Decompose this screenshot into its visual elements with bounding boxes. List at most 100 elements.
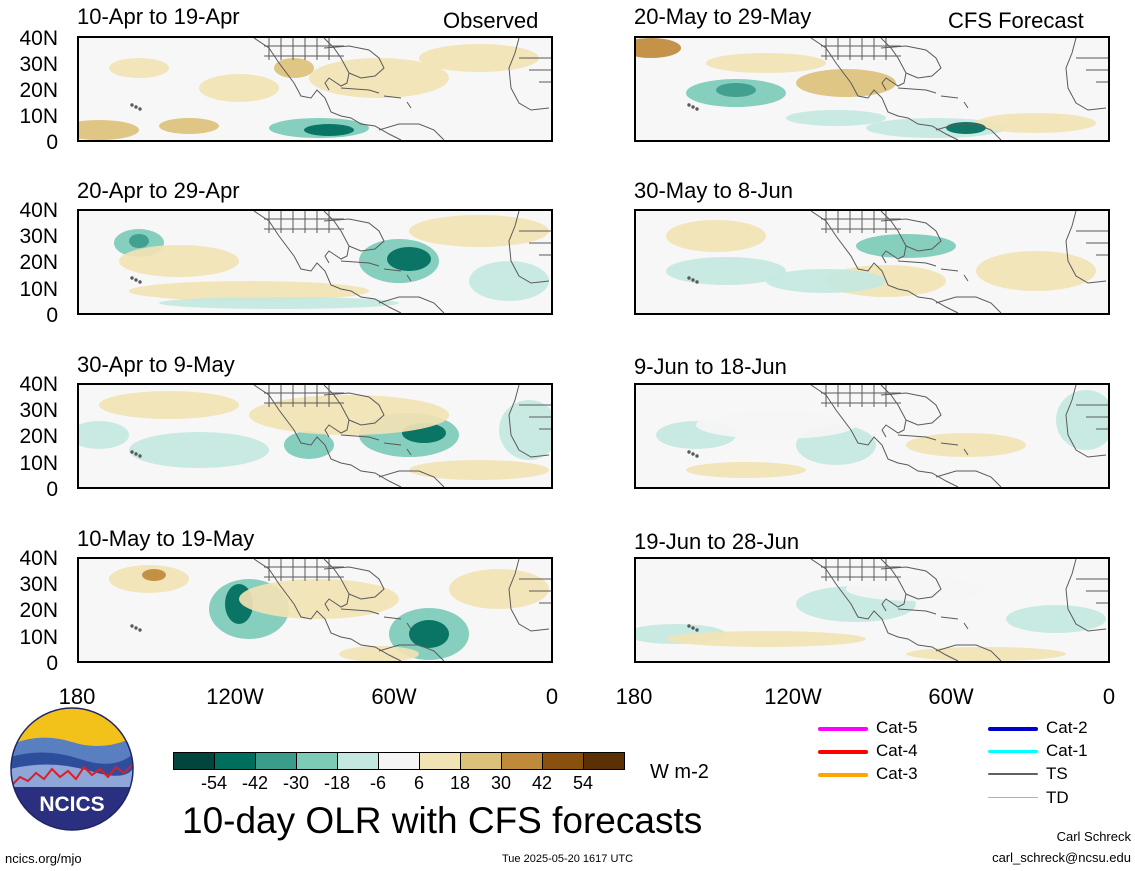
lat-label: 20N [19,425,58,448]
ts-swatch [988,773,1038,775]
colorbar-swatch [460,752,502,770]
panel-title-6: 30-May to 8-Jun [634,178,793,203]
legend-td: TD [1046,788,1069,807]
main-title: 10-day OLR with CFS forecasts [182,800,703,841]
panel-title-7: 9-Jun to 18-Jun [634,354,787,379]
olr-anomaly-region [469,261,549,301]
lat-label: 20N [19,251,58,274]
cat5-swatch [818,727,868,731]
olr-anomaly-region [499,400,551,460]
legend-cat4: Cat-4 [876,741,918,760]
cat4-swatch [818,750,868,754]
cat3-swatch [818,773,868,777]
olr-anomaly-region [449,569,549,609]
olr-anomaly-region [129,281,369,301]
footer-url[interactable]: ncics.org/mjo [5,851,82,866]
olr-anomaly-region [1006,605,1106,633]
lat-label: 10N [19,105,58,128]
lon-label: 120W [764,684,822,709]
olr-anomaly-region [906,433,1026,457]
olr-anomaly-region [339,646,419,661]
colorbar-swatch [173,752,215,770]
olr-map-forecast-1 [634,36,1110,142]
olr-map-forecast-3 [634,383,1110,489]
colorbar-swatch [255,752,297,770]
colorbar-swatch [378,752,420,770]
colorbar-tick-label: -18 [323,773,351,793]
olr-anomaly-region [109,58,169,78]
olr-anomaly-region [666,257,786,285]
lat-label: 10N [19,452,58,475]
olr-anomaly-region [99,391,239,419]
lat-label: 0 [46,304,58,327]
olr-anomaly-region [786,110,886,126]
coastlines [130,559,551,661]
olr-map-observed-1 [77,36,553,142]
olr-anomaly-region [976,113,1096,133]
olr-anomaly-region [686,462,806,478]
footer-email[interactable]: carl_schreck@ncsu.edu [992,850,1131,865]
olr-anomaly-region [409,215,549,247]
lat-label: 30N [19,225,58,248]
olr-anomaly-region [79,421,129,449]
coastlines [130,385,551,487]
olr-anomaly-region [976,251,1096,291]
lat-label: 40N [19,547,58,570]
olr-map-forecast-4 [634,557,1110,663]
lat-label: 10N [19,278,58,301]
lat-label: 30N [19,399,58,422]
olr-anomaly-region [906,647,1066,661]
lon-label: 180 [58,684,96,709]
coastlines [687,211,1108,313]
lon-label: 60W [928,684,974,709]
colorbar-tick-label: 42 [531,773,553,793]
olr-anomaly-region [636,38,681,58]
olr-map-observed-4 [77,557,553,663]
colorbar-tick-label: 6 [413,773,425,793]
colorbar-tick-label: 18 [449,773,471,793]
observed-label: Observed [443,8,539,33]
legend-cat3: Cat-3 [876,764,918,783]
lat-label: 0 [46,652,58,675]
lon-label: 60W [371,684,417,709]
colorbar-swatch [214,752,256,770]
colorbar-swatch [583,752,625,770]
cat2-swatch [988,727,1038,731]
olr-anomaly-region [666,220,766,252]
lon-label: 0 [545,684,559,709]
colorbar-swatch [501,752,543,770]
olr-map-forecast-2 [634,209,1110,315]
coastlines [687,38,1108,140]
olr-anomaly-region [274,58,314,78]
legend-ts: TS [1046,764,1068,783]
olr-anomaly-region [716,83,756,97]
olr-anomaly-region [129,432,269,468]
coastlines [687,559,1108,661]
panel-title-2: 20-Apr to 29-Apr [77,178,240,203]
olr-anomaly-region [199,74,279,102]
lat-label: 0 [46,478,58,501]
colorbar-swatch [296,752,338,770]
olr-anomaly-region [142,569,166,581]
lat-label: 40N [19,373,58,396]
olr-anomaly-region [249,395,449,435]
coastlines [130,38,551,140]
olr-anomaly-region [79,120,139,140]
panel-title-1: 10-Apr to 19-Apr [77,4,240,29]
logo-text: NCICS [39,793,104,816]
olr-anomaly-region [419,44,539,72]
olr-anomaly-region [159,297,399,309]
lat-label: 20N [19,79,58,102]
lat-label: 40N [19,199,58,222]
olr-anomaly-region [706,53,826,73]
cfs-forecast-label: CFS Forecast [948,8,1084,33]
legend-cat5: Cat-5 [876,718,918,737]
olr-anomaly-region [129,234,149,248]
lon-label: 120W [206,684,264,709]
colorbar-tick-label: -42 [241,773,269,793]
colorbar-tick-label: -30 [282,773,310,793]
td-swatch [988,797,1038,798]
olr-map-observed-3 [77,383,553,489]
lon-label: 180 [615,684,653,709]
footer-author: Carl Schreck [1056,829,1131,844]
